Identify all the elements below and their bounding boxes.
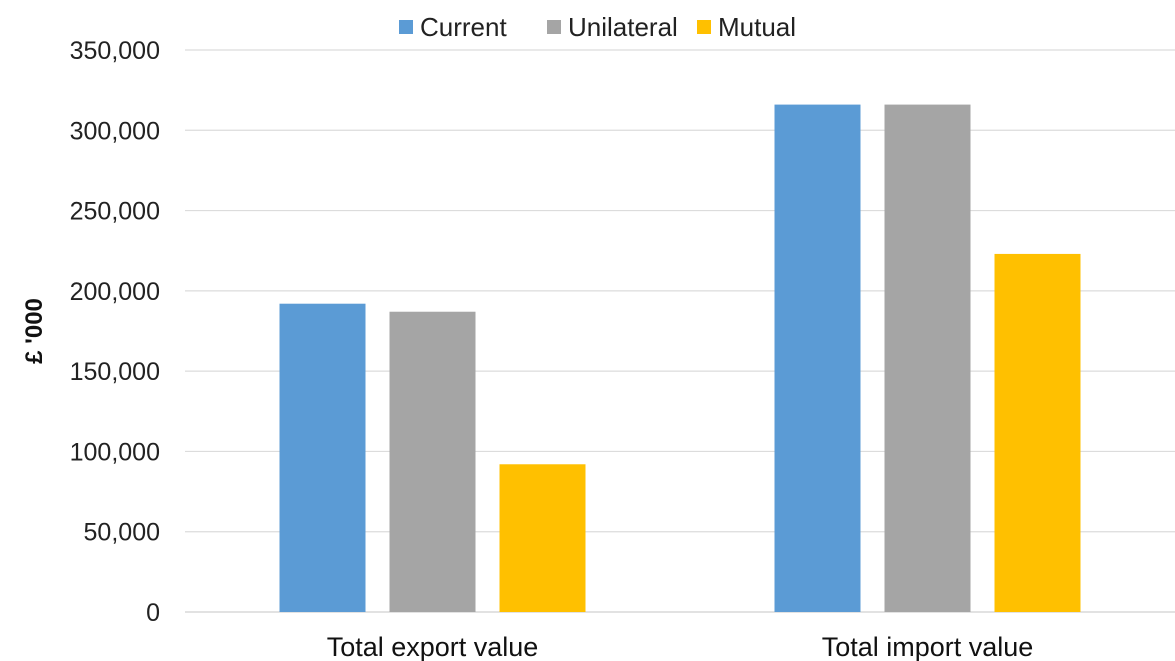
- y-tick-label: 200,000: [70, 278, 160, 306]
- x-axis: Total export value Total import value: [327, 632, 1034, 661]
- bar-current: [774, 104, 861, 612]
- y-tick-label: 250,000: [70, 198, 160, 226]
- legend-swatch-mutual: [697, 20, 711, 34]
- legend: Current Unilateral Mutual: [399, 12, 796, 42]
- y-tick-label: 150,000: [70, 358, 160, 386]
- bars: [279, 104, 1081, 612]
- legend-label-current: Current: [420, 12, 507, 42]
- bar-mutual: [499, 464, 586, 612]
- x-category-label: Total export value: [327, 632, 539, 661]
- x-category-label: Total import value: [822, 632, 1034, 661]
- legend-label-mutual: Mutual: [718, 12, 796, 42]
- y-axis-ticks: 0 50,000 100,000 150,000 200,000 250,000 300,0…: [70, 37, 160, 627]
- legend-swatch-unilateral: [547, 20, 561, 34]
- legend-label-unilateral: Unilateral: [568, 12, 678, 42]
- bar-mutual: [994, 253, 1081, 612]
- y-tick-label: 100,000: [70, 438, 160, 466]
- y-tick-label: 300,000: [70, 117, 160, 145]
- bar-unilateral: [884, 104, 971, 612]
- y-axis-title: £ '000: [21, 298, 48, 364]
- legend-swatch-current: [399, 20, 413, 34]
- bar-current: [279, 303, 366, 612]
- bar-unilateral: [389, 311, 476, 612]
- y-tick-label: 50,000: [84, 519, 160, 547]
- y-tick-label: 350,000: [70, 37, 160, 65]
- y-tick-label: 0: [146, 599, 160, 627]
